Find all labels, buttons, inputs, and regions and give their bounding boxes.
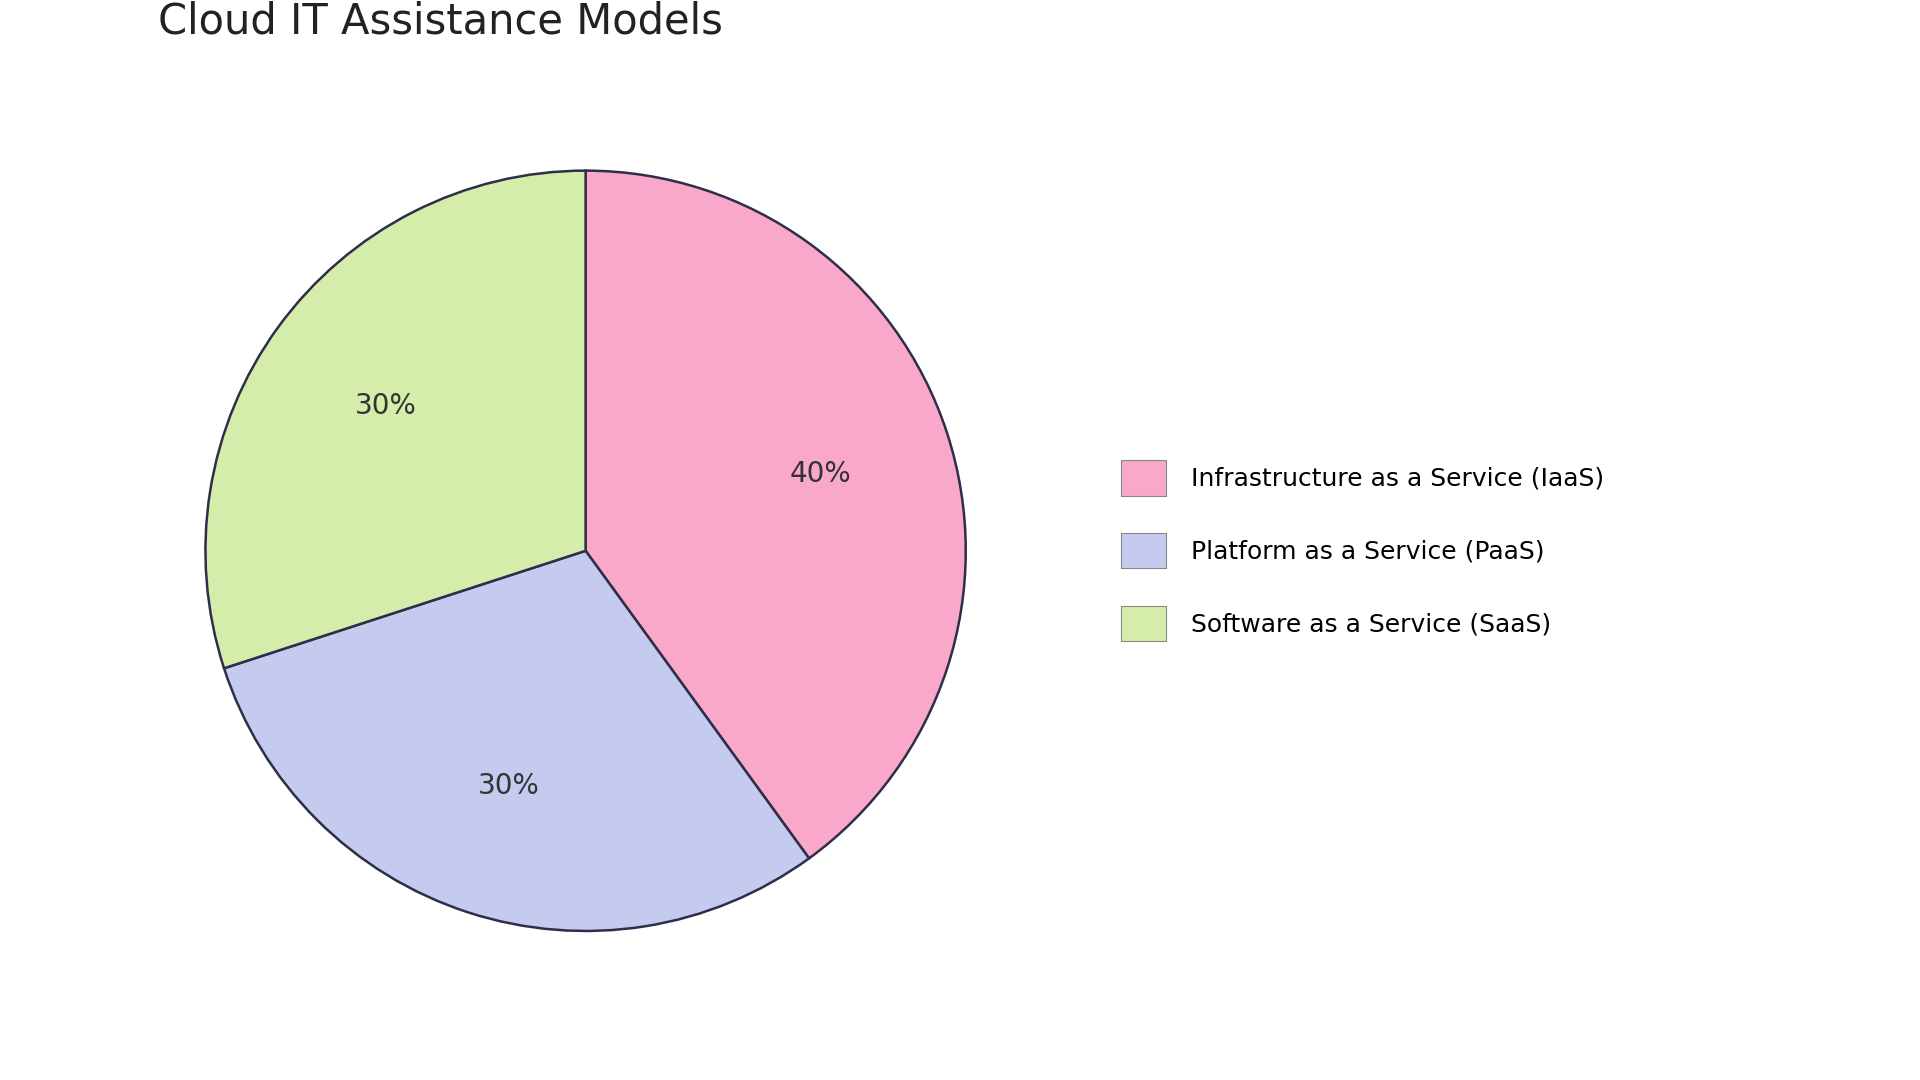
Text: 40%: 40% [789,460,851,488]
Wedge shape [586,171,966,859]
Wedge shape [205,171,586,669]
Text: 30%: 30% [478,772,540,800]
Legend: Infrastructure as a Service (IaaS), Platform as a Service (PaaS), Software as a : Infrastructure as a Service (IaaS), Plat… [1121,460,1603,642]
Text: Cloud IT Assistance Models: Cloud IT Assistance Models [157,1,722,43]
Text: 30%: 30% [355,392,417,419]
Wedge shape [225,551,808,931]
